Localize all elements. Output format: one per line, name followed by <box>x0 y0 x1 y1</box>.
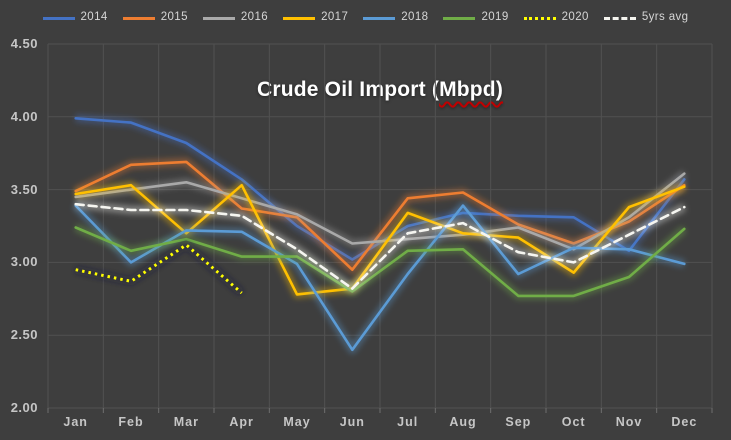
series-line-2018 <box>74 204 686 352</box>
x-axis-label: Apr <box>229 415 254 429</box>
legend-swatch-2014 <box>42 16 75 20</box>
x-axis-label: Nov <box>615 415 643 429</box>
legend-label-2019: 2019 <box>481 11 509 24</box>
x-axis-label: Oct <box>561 415 586 429</box>
series-line-2019 <box>74 226 686 298</box>
legend-swatch-2019 <box>443 16 476 20</box>
series-lines <box>72 114 688 354</box>
x-axis-label: Sep <box>505 415 532 429</box>
legend-swatch-2016 <box>202 16 235 20</box>
legend-item-2020: 2020 <box>523 11 589 24</box>
y-axis-label: 3.50 <box>10 181 38 197</box>
gridlines <box>47 43 713 413</box>
legend-item-2014: 2014 <box>42 11 108 24</box>
legend-label-2020: 2020 <box>561 11 589 24</box>
legend-item-2015: 2015 <box>122 11 188 24</box>
legend-label-2014: 2014 <box>80 11 108 24</box>
legend-label-2018: 2018 <box>401 11 429 24</box>
x-axis-label: Feb <box>118 415 144 429</box>
y-axis-label: 4.50 <box>10 36 38 51</box>
legend-label-2017: 2017 <box>321 11 349 24</box>
legend-item-2018: 2018 <box>363 12 428 24</box>
legend-item-2016: 2016 <box>202 11 269 24</box>
legend-item-5yrs-avg: 5yrs avg <box>603 11 689 24</box>
legend: 2014 2015 2016 2017 2018 2019 2020 5yrs avg <box>0 9 731 27</box>
x-axis-label: Jun <box>339 415 365 429</box>
legend-swatch-5yrs-avg <box>603 16 636 20</box>
legend-label-5yrs-avg: 5yrs avg <box>641 11 689 24</box>
legend-item-2019: 2019 <box>443 12 508 24</box>
chart-title-text: Crude Oil Import ( <box>256 78 440 101</box>
x-axis-label: Aug <box>449 415 477 429</box>
legend-label-2016: 2016 <box>240 11 269 24</box>
y-axis-label: 4.00 <box>10 108 38 124</box>
legend-item-2017: 2017 <box>283 12 348 24</box>
x-axis-label: Jul <box>397 415 419 429</box>
series-line-2020 <box>75 243 243 295</box>
legend-swatch-2020 <box>523 16 556 20</box>
x-axis-label: May <box>283 415 311 429</box>
series-line-2016 <box>74 172 686 251</box>
chart-title: Crude Oil Import (Mbpd) <box>48 78 712 102</box>
x-axis-label: Jan <box>63 415 88 429</box>
x-axis-label: Dec <box>671 415 698 429</box>
y-axis-label: 2.50 <box>10 327 38 343</box>
legend-swatch-2017 <box>283 16 316 20</box>
x-axis-label: Mar <box>173 415 199 429</box>
chart-title-unit: Mbpd) <box>439 78 504 101</box>
legend-swatch-2015 <box>122 16 155 20</box>
y-axis-label: 2.00 <box>10 400 38 415</box>
legend-label-2015: 2015 <box>160 11 188 24</box>
legend-swatch-2018 <box>363 16 396 20</box>
y-axis-label: 3.00 <box>10 254 38 270</box>
series-line-5yrs-avg <box>74 202 686 290</box>
